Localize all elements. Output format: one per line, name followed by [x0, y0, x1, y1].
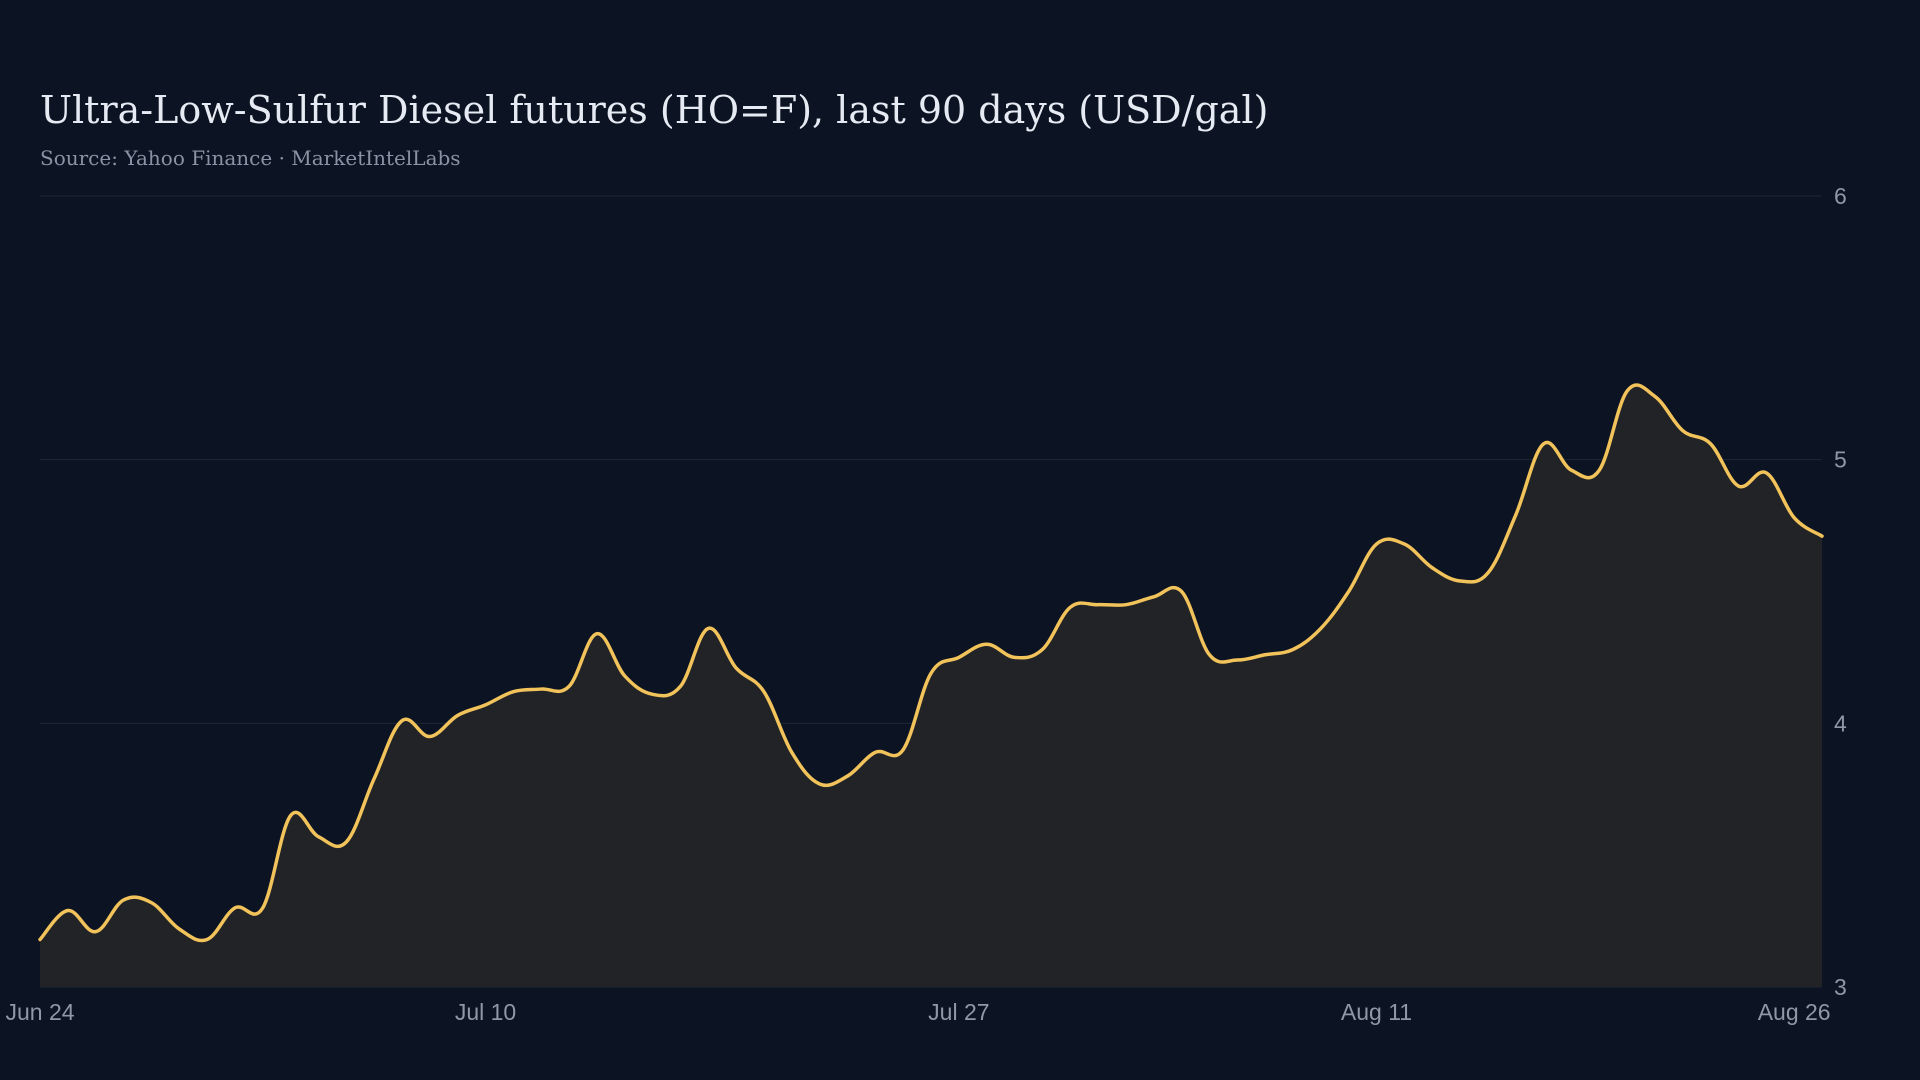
x-tick-label: Jun 24 [5, 999, 74, 1025]
y-tick-label: 6 [1834, 183, 1847, 209]
y-tick-labels: 3 4 5 6 [1834, 183, 1847, 1000]
price-area [40, 384, 1822, 987]
x-tick-label: Jul 10 [455, 999, 516, 1025]
chart-subtitle: Source: Yahoo Finance · MarketIntelLabs [40, 146, 461, 170]
y-tick-label: 5 [1834, 447, 1847, 473]
x-tick-label: Aug 26 [1758, 999, 1831, 1025]
x-tick-label: Aug 11 [1341, 999, 1412, 1025]
chart-title: Ultra-Low-Sulfur Diesel futures (HO=F), … [40, 88, 1269, 132]
price-line [38, 383, 1824, 943]
y-tick-label: 4 [1834, 710, 1847, 736]
x-tick-label: Jul 27 [928, 999, 989, 1025]
y-tick-label: 3 [1834, 974, 1847, 1000]
